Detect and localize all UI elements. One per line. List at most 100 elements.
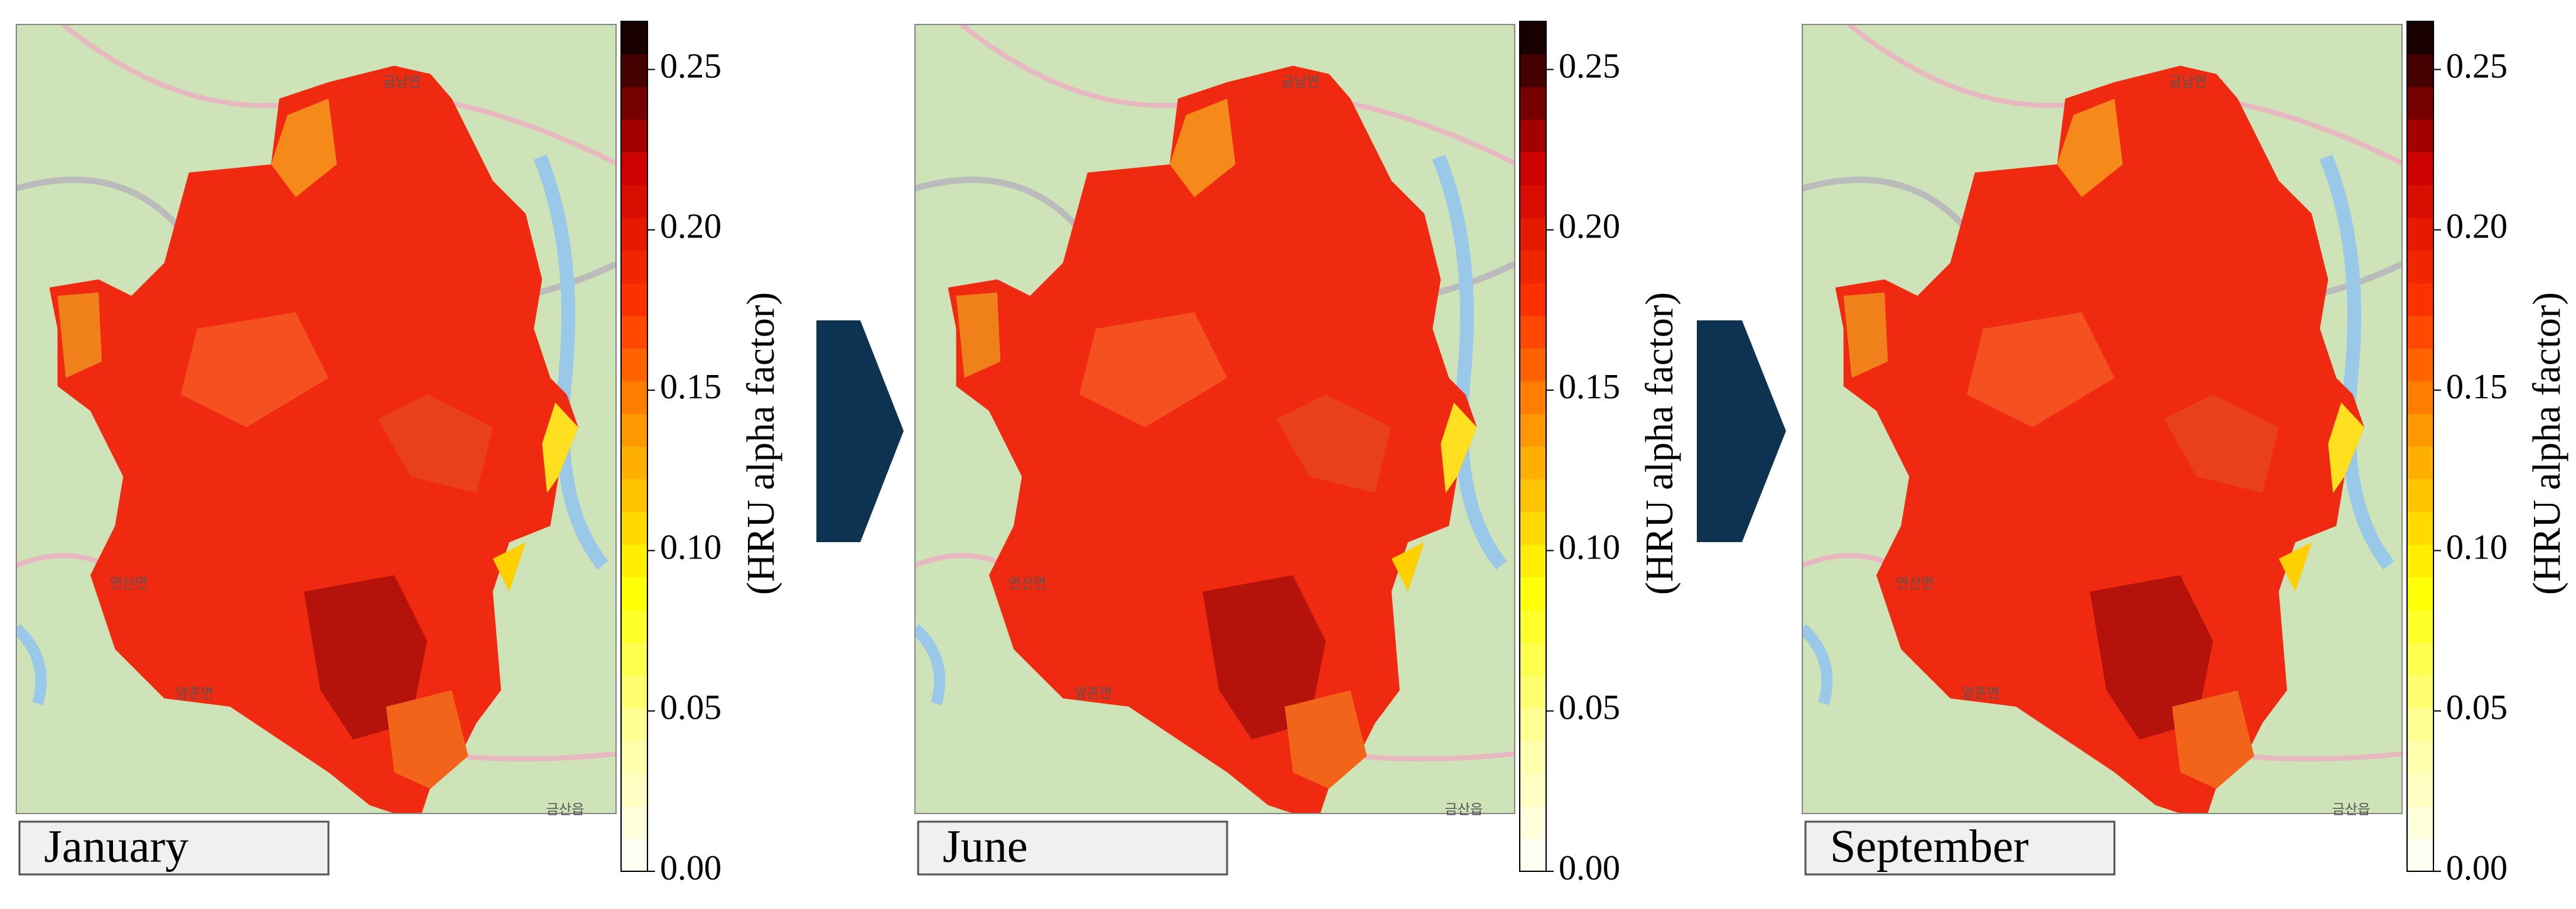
arrow [816, 320, 904, 542]
map-label: 양촌면 [1074, 686, 1113, 702]
colorbar-step [2407, 609, 2433, 643]
colorbar-step [621, 479, 647, 513]
colorbar-step [1520, 21, 1546, 55]
colorbar-step [621, 413, 647, 447]
colorbar-step [1520, 413, 1546, 447]
colorbar-tick-label: 0.15 [660, 367, 722, 406]
colorbar-tick-label: 0.20 [2446, 207, 2508, 246]
colorbar-step [621, 152, 647, 185]
colorbar-step [1520, 805, 1546, 839]
colorbar-step [1520, 544, 1546, 578]
colorbar-tick-label: 0.00 [2446, 849, 2508, 888]
colorbar-step [1520, 577, 1546, 611]
colorbar-step [621, 609, 647, 643]
colorbar-step [621, 838, 647, 872]
arrow [1697, 320, 1786, 542]
colorbar-tick-label: 0.25 [2446, 46, 2508, 85]
colorbar-step [2407, 544, 2433, 578]
colorbar-step [1520, 54, 1546, 87]
colorbar-step [621, 283, 647, 316]
colorbar-tick-label: 0.05 [2446, 689, 2508, 727]
month-label: June [943, 821, 1028, 873]
colorbar-tick-label: 0.05 [1559, 689, 1620, 727]
colorbar-tick-label: 0.10 [660, 528, 722, 567]
map-label: 금산읍 [546, 802, 585, 818]
colorbar-frame [1519, 21, 1547, 872]
colorbar-step [621, 217, 647, 251]
colorbar-step [621, 315, 647, 349]
colorbar-step [1520, 283, 1546, 316]
map [16, 24, 616, 822]
colorbar-tick-label: 0.20 [660, 207, 722, 246]
month-box [1804, 820, 2116, 876]
colorbar-step [621, 707, 647, 741]
colorbar-step [2407, 217, 2433, 251]
map-label: 양촌면 [1962, 686, 2000, 702]
colorbar-step [2407, 413, 2433, 447]
colorbar-step [621, 348, 647, 381]
colorbar-tick-label: 0.00 [660, 849, 722, 888]
colorbar-step [2407, 577, 2433, 611]
colorbar-step [1520, 381, 1546, 414]
colorbar-step [621, 446, 647, 480]
month-box [917, 820, 1228, 876]
colorbar-step [2407, 250, 2433, 283]
colorbar-step [2407, 446, 2433, 480]
colorbar-step [1520, 348, 1546, 381]
map-label: 금산읍 [2332, 802, 2371, 818]
colorbar-step [2407, 381, 2433, 414]
map-label: 연산면 [1896, 576, 1934, 592]
map [915, 24, 1515, 822]
colorbar-step [1520, 315, 1546, 349]
colorbar-step [2407, 21, 2433, 55]
colorbar-tick-label: 0.20 [1559, 207, 1620, 246]
colorbar-step [1520, 773, 1546, 807]
colorbar-step [1520, 642, 1546, 676]
colorbar-step [1520, 152, 1546, 185]
colorbar-step [2407, 54, 2433, 87]
colorbar-tick-label: 0.15 [2446, 367, 2508, 406]
colorbar-step [1520, 838, 1546, 872]
colorbar-tick-label: 0.05 [660, 689, 722, 727]
colorbar-step [1520, 87, 1546, 120]
colorbar-step [2407, 675, 2433, 709]
colorbar-label: (HRU alpha factor) [2526, 292, 2568, 595]
colorbar-step [1520, 609, 1546, 643]
colorbar-tick-label: 0.25 [660, 46, 722, 85]
colorbar-step [2407, 479, 2433, 513]
colorbar-tick-label: 0.15 [1559, 367, 1620, 406]
colorbar-step [2407, 283, 2433, 316]
colorbar-step [621, 21, 647, 55]
colorbar-step [621, 773, 647, 807]
colorbar-step [2407, 185, 2433, 218]
map-label: 금남면 [2169, 75, 2207, 90]
map-label: 양촌면 [176, 686, 214, 702]
colorbar-label: (HRU alpha factor) [1638, 292, 1681, 595]
month-label: September [1830, 821, 2028, 873]
colorbar-step [621, 381, 647, 414]
colorbar-step [2407, 119, 2433, 153]
colorbar-step [621, 740, 647, 774]
colorbar-tick-label: 0.25 [1559, 46, 1620, 85]
colorbar-step [1520, 185, 1546, 218]
colorbar-step [1520, 675, 1546, 709]
colorbar-step [1520, 217, 1546, 251]
colorbar-tick-label: 0.10 [2446, 528, 2508, 567]
map-label: 연산면 [110, 576, 148, 592]
colorbar-step [2407, 348, 2433, 381]
colorbar-tick-label: 0.10 [1559, 528, 1620, 567]
colorbar-step [621, 577, 647, 611]
colorbar-step [621, 511, 647, 545]
colorbar-step [2407, 87, 2433, 120]
map-label: 금남면 [383, 75, 421, 90]
colorbar-frame [620, 21, 648, 872]
colorbar-tick-label: 0.00 [1559, 849, 1620, 888]
colorbar-step [1520, 479, 1546, 513]
colorbar-step [2407, 511, 2433, 545]
colorbar-step [621, 675, 647, 709]
colorbar-step [2407, 707, 2433, 741]
